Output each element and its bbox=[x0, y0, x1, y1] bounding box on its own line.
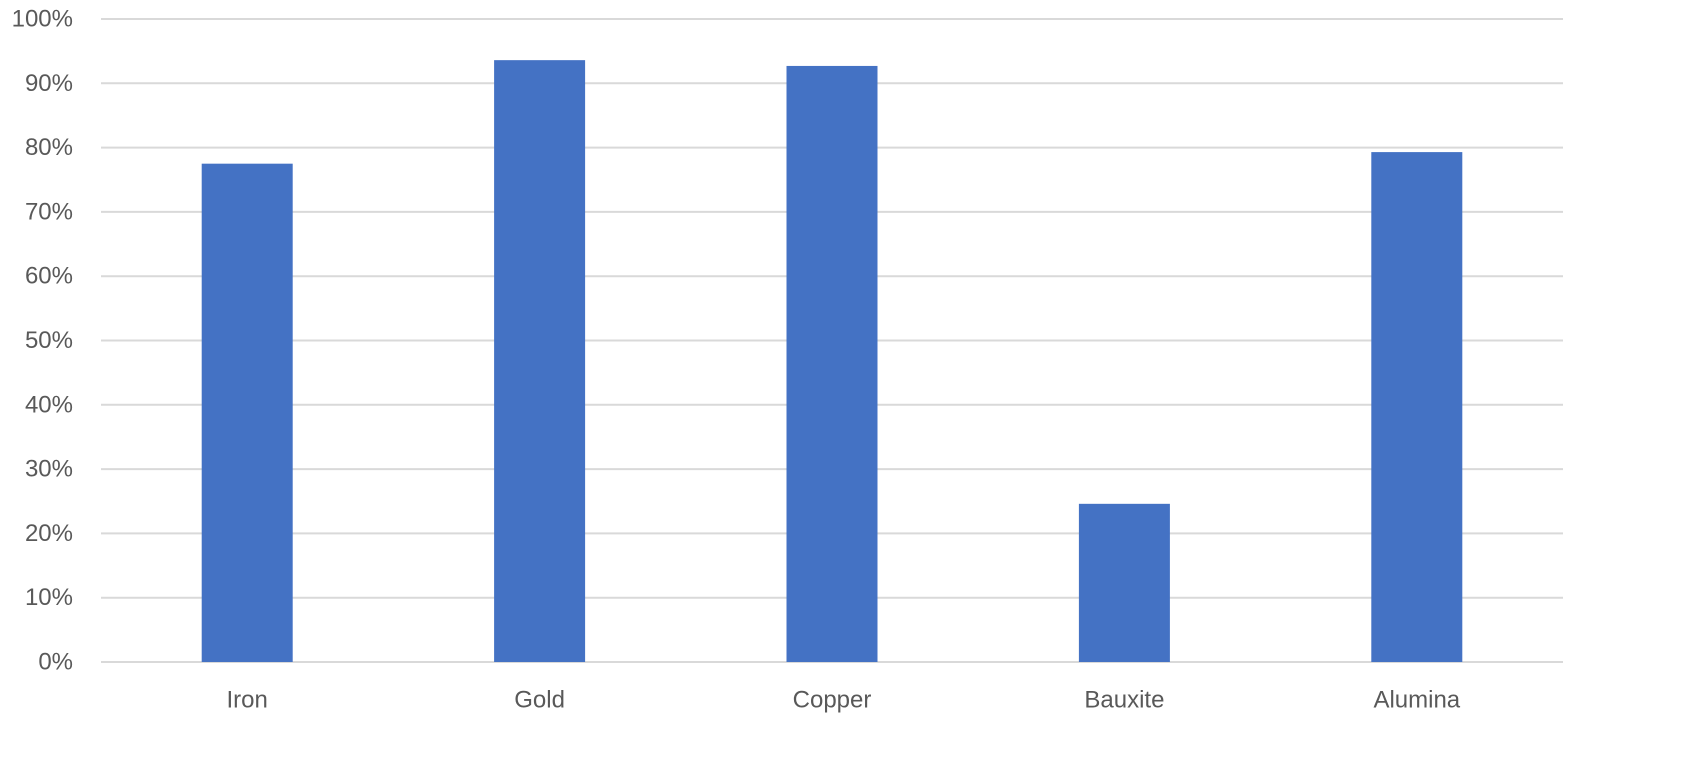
y-tick-label: 100% bbox=[12, 6, 73, 33]
y-tick-label: 50% bbox=[25, 327, 73, 354]
x-tick-label-iron: Iron bbox=[227, 687, 268, 714]
y-tick-label: 80% bbox=[25, 134, 73, 161]
bar-copper bbox=[787, 66, 878, 662]
y-tick-label: 20% bbox=[25, 520, 73, 547]
bars bbox=[202, 60, 1463, 662]
x-tick-label-bauxite: Bauxite bbox=[1084, 687, 1164, 714]
bar-gold bbox=[494, 60, 585, 662]
x-tick-label-alumina: Alumina bbox=[1373, 687, 1460, 714]
bar-bauxite bbox=[1079, 504, 1170, 662]
y-tick-label: 10% bbox=[25, 584, 73, 611]
y-tick-label: 30% bbox=[25, 456, 73, 483]
x-tick-label-copper: Copper bbox=[793, 687, 872, 714]
y-tick-label: 90% bbox=[25, 70, 73, 97]
y-tick-label: 60% bbox=[25, 263, 73, 290]
y-tick-label: 0% bbox=[38, 649, 73, 676]
y-tick-label: 40% bbox=[25, 391, 73, 418]
y-tick-label: 70% bbox=[25, 198, 73, 225]
bar-alumina bbox=[1371, 152, 1462, 662]
y-axis-tick-labels: 0% 10% 20% 30% 40% 50% 60% 70% 80% 90% 100% bbox=[12, 6, 73, 676]
x-tick-label-gold: Gold bbox=[514, 687, 565, 714]
x-axis-tick-labels: Iron Gold Copper Bauxite Alumina bbox=[227, 687, 1461, 714]
bar-iron bbox=[202, 164, 293, 662]
